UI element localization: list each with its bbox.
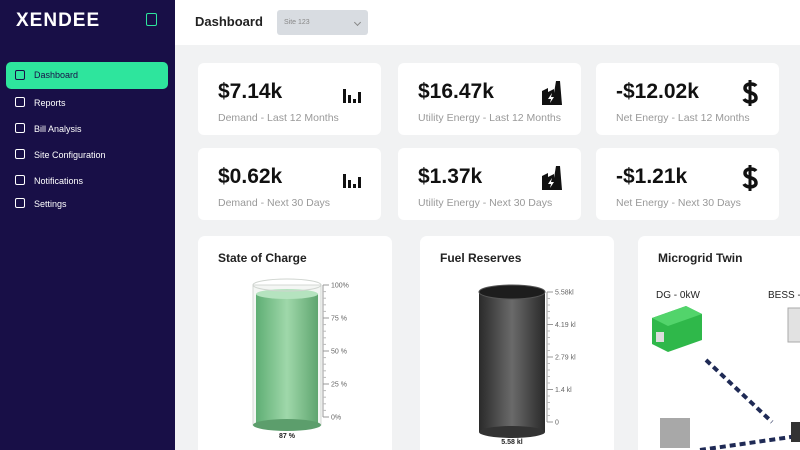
cylinder-fill	[479, 292, 545, 432]
card-value: $1.37k	[418, 165, 483, 188]
cylinder-rim	[252, 278, 322, 292]
scale-ticks: 5.58kl 4.19 kl 2.79 kl 1.4 kl 0	[547, 290, 576, 427]
card-value: $0.62k	[218, 165, 283, 188]
menu-item[interactable]: Notifications	[6, 169, 168, 193]
logo[interactable]: XENDEE	[16, 10, 101, 31]
level-label: 87 %	[279, 433, 296, 440]
menu-item[interactable]: Settings	[6, 192, 168, 216]
site-select[interactable]: Site 123	[277, 10, 368, 35]
bess-icon	[787, 307, 800, 343]
card-icon	[542, 81, 562, 105]
menu-item[interactable]: Bill Analysis	[6, 117, 168, 141]
state-of-charge-panel: 100% 75 % 50 % 25 % 0% 87 % State of Charge	[198, 236, 392, 450]
menu-icon	[15, 123, 25, 133]
card-icon	[542, 166, 562, 190]
card-label: Net Energy - Last 12 Months	[616, 112, 750, 124]
menu-icon	[15, 198, 25, 208]
power-flow	[699, 434, 799, 450]
menu-item[interactable]: Reports	[6, 91, 168, 115]
icon-bar	[343, 89, 346, 103]
kpi-card: $0.62k Demand - Next 30 Days	[198, 148, 381, 220]
level-label: 5.58 kl	[501, 439, 522, 446]
icon-bar	[358, 177, 361, 188]
card-value: $16.47k	[418, 80, 494, 103]
card-label: Demand - Last 12 Months	[218, 112, 339, 124]
card-label: Utility Energy - Next 30 Days	[418, 197, 553, 209]
menu-item[interactable]: Dashboard	[6, 62, 168, 89]
menu-label: Site Configuration	[34, 150, 106, 160]
scale-label: 100%	[331, 283, 349, 290]
kpi-card: $1.37k Utility Energy - Next 30 Days	[398, 148, 581, 220]
cylinder-base	[479, 426, 545, 438]
scale-label: 5.58kl	[555, 290, 574, 297]
icon-bar	[343, 174, 346, 188]
scale-label: 1.4 kl	[555, 387, 572, 394]
microgrid-diagram: DG - 0kW BESS -	[652, 290, 800, 450]
card-icon	[742, 165, 758, 191]
fill-top	[256, 289, 318, 299]
scale-label: 75 %	[331, 316, 347, 323]
fuel-gauge: 5.58kl 4.19 kl 2.79 kl 1.4 kl 0 5.58 kl	[478, 284, 576, 446]
bolt	[548, 178, 554, 188]
panel-title: Fuel Reserves	[440, 251, 522, 265]
kpi-card: $7.14k Demand - Last 12 Months	[198, 63, 381, 135]
icon-bar	[358, 92, 361, 103]
menu-item[interactable]: Site Configuration	[6, 143, 168, 167]
card-icon	[343, 174, 361, 188]
card-label: Net Energy - Next 30 Days	[616, 197, 741, 209]
power-flow	[704, 358, 774, 424]
sidebar: XENDEE Dashboard Reports Bill Analysis Site…	[0, 0, 175, 450]
bolt	[548, 93, 554, 103]
top-bar: Dashboard Site 123	[175, 0, 800, 45]
card-label: Demand - Next 30 Days	[218, 197, 331, 209]
card-icon	[343, 89, 361, 103]
kpi-card: $16.47k Utility Energy - Last 12 Months	[398, 63, 581, 135]
microgrid-twin-panel: DG - 0kW BESS - Microgrid Twin	[638, 236, 800, 450]
menu-label: Notifications	[34, 176, 84, 186]
scale-label: 2.79 kl	[555, 355, 576, 362]
page-title: Dashboard	[195, 14, 263, 29]
panel-title: Microgrid Twin	[658, 251, 743, 265]
generator-panel	[656, 332, 664, 342]
scale-label: 0%	[331, 415, 341, 422]
bess-label: BESS -	[768, 290, 800, 301]
scale-label: 50 %	[331, 349, 347, 356]
card-value: -$1.21k	[616, 165, 688, 188]
icon-bar	[348, 95, 351, 103]
collapse-button[interactable]	[146, 13, 157, 26]
card-label: Utility Energy - Last 12 Months	[418, 112, 561, 124]
menu-label: Bill Analysis	[34, 124, 82, 134]
menu-label: Settings	[34, 199, 67, 209]
card-icon	[742, 80, 758, 106]
generator-top	[652, 306, 702, 326]
cylinder-base	[253, 419, 321, 431]
icon-bar	[348, 180, 351, 188]
kpi-card: -$1.21k Net Energy - Next 30 Days	[596, 148, 779, 220]
menu-icon	[15, 149, 25, 159]
icon-bar	[353, 184, 356, 188]
soc-gauge: 100% 75 % 50 % 25 % 0% 87 %	[252, 278, 349, 440]
building-icon	[660, 418, 690, 448]
cylinder-fill	[256, 294, 318, 425]
scale-label: 4.19 kl	[555, 322, 576, 329]
scale-ticks: 100% 75 % 50 % 25 % 0%	[323, 283, 349, 422]
menu-icon	[15, 70, 25, 80]
card-value: $7.14k	[218, 80, 283, 103]
icon-bar	[353, 99, 356, 103]
card-value: -$12.02k	[616, 80, 699, 103]
fuel-reserves-panel: 5.58kl 4.19 kl 2.79 kl 1.4 kl 0 5.58 kl Fuel…	[420, 236, 614, 450]
menu-icon	[15, 97, 25, 107]
node-icon	[791, 422, 800, 442]
kpi-card: -$12.02k Net Energy - Last 12 Months	[596, 63, 779, 135]
scale-label: 0	[555, 420, 559, 427]
dg-label: DG - 0kW	[656, 290, 700, 301]
scale-label: 25 %	[331, 382, 347, 389]
cylinder-top	[478, 284, 546, 300]
menu-label: Reports	[34, 98, 66, 108]
panel-title: State of Charge	[218, 251, 307, 265]
menu-icon	[15, 175, 25, 185]
menu-label: Dashboard	[34, 70, 79, 80]
